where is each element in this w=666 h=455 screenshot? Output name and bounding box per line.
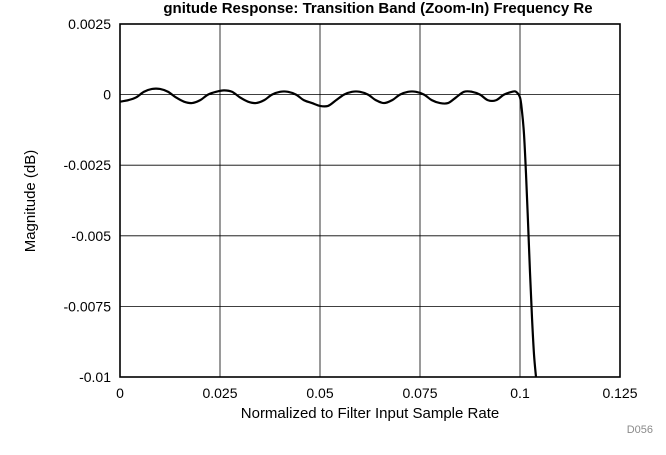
- x-tick-label: 0: [116, 385, 124, 401]
- x-tick-label: 0.075: [402, 385, 437, 401]
- y-tick-label: -0.01: [79, 369, 111, 385]
- x-tick-label: 0.05: [306, 385, 333, 401]
- series-line: [119, 87, 538, 378]
- grid: [120, 24, 620, 377]
- y-tick-label: 0: [103, 87, 111, 103]
- y-tick-label: -0.0075: [64, 298, 112, 314]
- chart-title: gnitude Response: Transition Band (Zoom-…: [163, 0, 592, 17]
- y-tick-label: -0.0025: [64, 157, 112, 173]
- y-axis-ticks: 0.0025 0 -0.0025 -0.005 -0.0075 -0.01: [64, 16, 112, 385]
- y-tick-label: -0.005: [71, 228, 111, 244]
- x-axis-ticks: 0 0.025 0.05 0.075 0.1 0.125: [116, 385, 638, 401]
- x-tick-label: 0.1: [510, 385, 530, 401]
- y-tick-label: 0.0025: [68, 16, 111, 32]
- x-tick-label: 0.025: [202, 385, 237, 401]
- figure-code: D056: [627, 424, 653, 436]
- x-axis-label: Normalized to Filter Input Sample Rate: [241, 405, 499, 422]
- y-axis-label: Magnitude (dB): [22, 150, 39, 253]
- x-tick-label: 0.125: [602, 385, 637, 401]
- series-layer: [119, 87, 538, 378]
- plot-frame: [119, 23, 621, 378]
